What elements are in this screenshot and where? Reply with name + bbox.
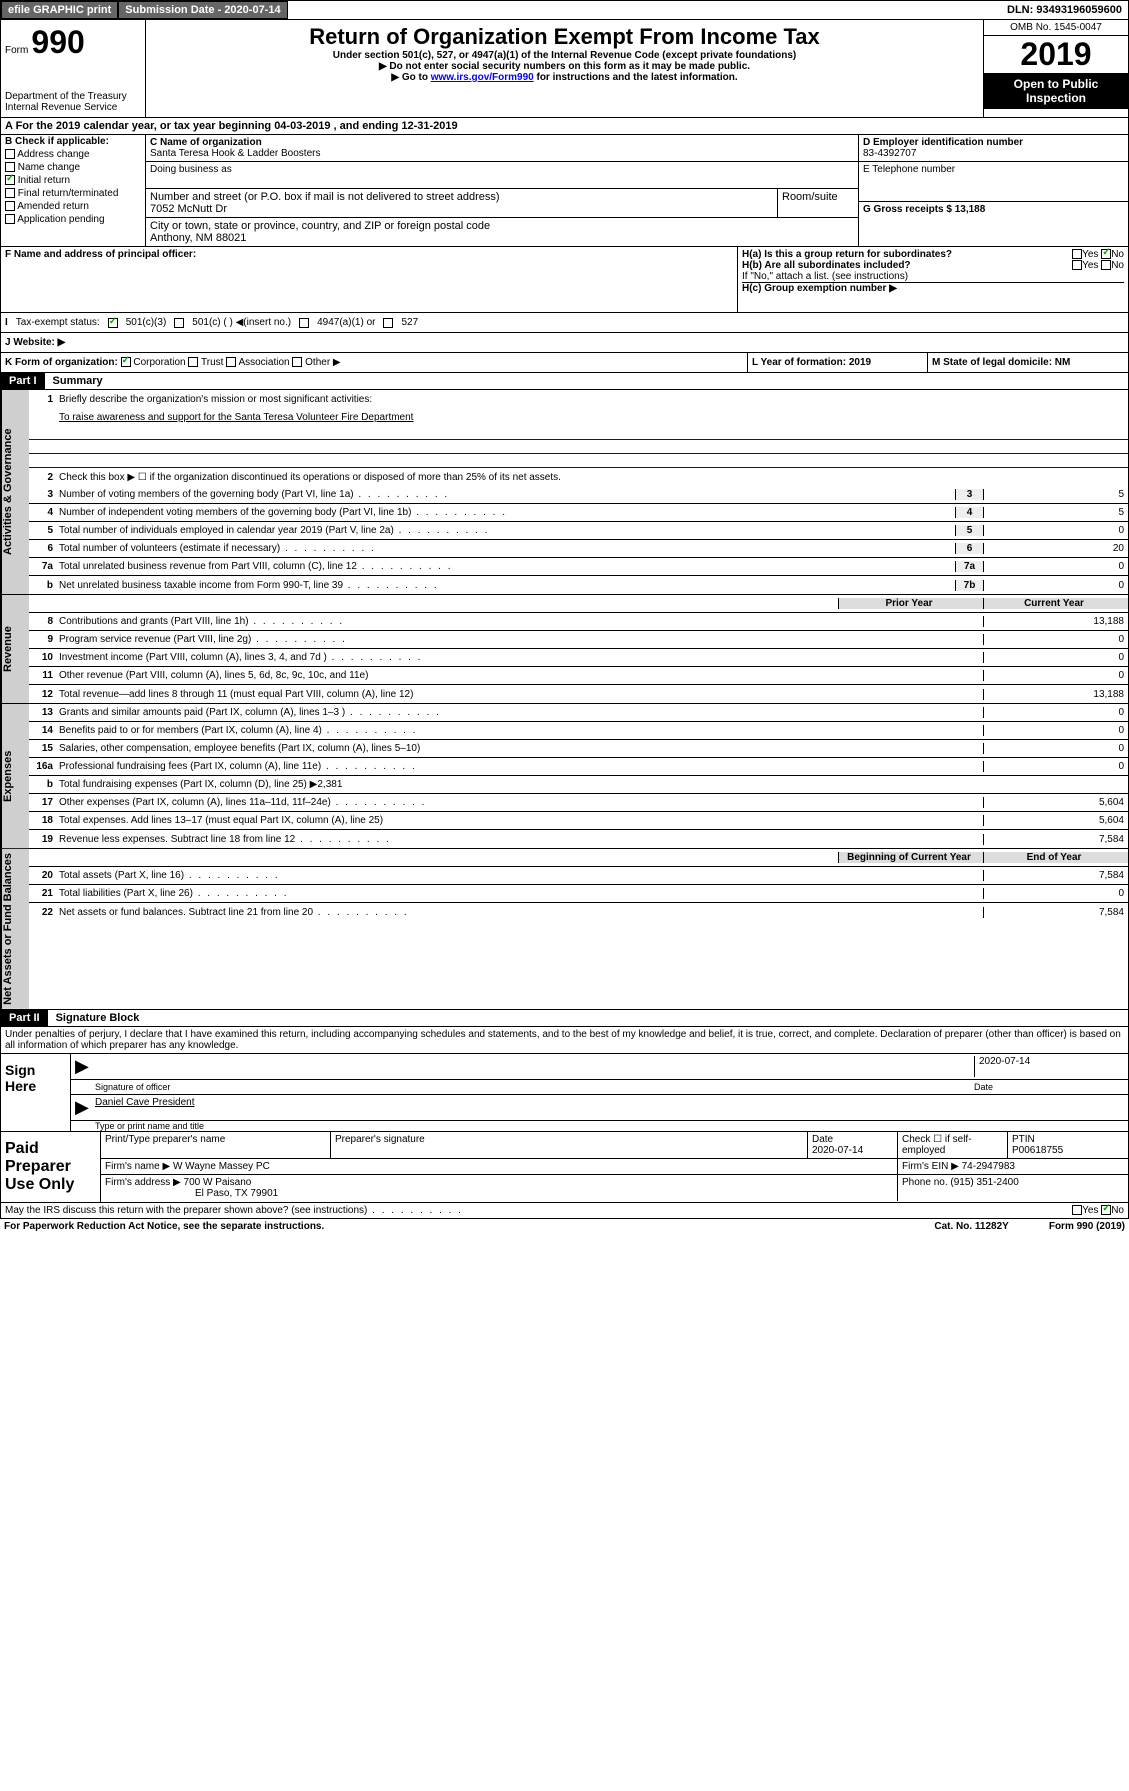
discuss-row: May the IRS discuss this return with the… (0, 1203, 1129, 1219)
chk-ha-yes[interactable] (1072, 249, 1082, 259)
omb-number: OMB No. 1545-0047 (984, 20, 1128, 36)
dept-label: Department of the Treasury Internal Reve… (5, 91, 141, 113)
header-sub2: ▶ Do not enter social security numbers o… (150, 61, 979, 72)
b-label: B Check if applicable: (1, 135, 145, 148)
chk-4947[interactable] (299, 318, 309, 328)
firm-phone: (915) 351-2400 (950, 1177, 1018, 1188)
tax-status-row: I Tax-exempt status: 501(c)(3) 501(c) ( … (0, 313, 1129, 333)
footer: For Paperwork Reduction Act Notice, see … (0, 1219, 1129, 1234)
room-label: Room/suite (778, 189, 858, 217)
year-formation: L Year of formation: 2019 (752, 357, 871, 368)
tel-label: E Telephone number (863, 164, 1124, 175)
street-label: Number and street (or P.O. box if mail i… (150, 191, 773, 203)
chk-app[interactable] (5, 214, 15, 224)
ein-label: D Employer identification number (863, 137, 1124, 148)
ein: 83-4392707 (863, 148, 1124, 159)
sign-here-block: Sign Here ▶2020-07-14 Signature of offic… (0, 1054, 1129, 1132)
chk-501c[interactable] (174, 318, 184, 328)
mission-text: To raise awareness and support for the S… (57, 410, 1128, 425)
c-name-label: C Name of organization (150, 137, 854, 148)
tab-revenue: Revenue (1, 595, 29, 703)
f-label: F Name and address of principal officer: (5, 249, 733, 260)
efile-button[interactable]: efile GRAPHIC print (1, 1, 118, 19)
officer-name: Daniel Cave President (95, 1097, 1124, 1118)
expenses-section: Expenses 13Grants and similar amounts pa… (0, 704, 1129, 849)
city: Anthony, NM 88021 (150, 232, 854, 244)
governance-section: Activities & Governance 1Briefly describ… (0, 390, 1129, 595)
revenue-section: Revenue Prior YearCurrent Year 8Contribu… (0, 595, 1129, 704)
form-prefix: Form (5, 45, 28, 56)
chk-trust[interactable] (188, 357, 198, 367)
submission-button[interactable]: Submission Date - 2020-07-14 (118, 1, 287, 19)
state-domicile: M State of legal domicile: NM (932, 357, 1070, 368)
part1-header: Part I Summary (0, 373, 1129, 390)
tax-year: 2019 (984, 36, 1128, 73)
top-bar: efile GRAPHIC print Submission Date - 20… (0, 0, 1129, 20)
h-note: If "No," attach a list. (see instruction… (742, 271, 1124, 282)
chk-hb-yes[interactable] (1072, 260, 1082, 270)
chk-corp[interactable] (121, 357, 131, 367)
period-row: A For the 2019 calendar year, or tax yea… (0, 118, 1129, 135)
chk-ha-no[interactable] (1101, 249, 1111, 259)
chk-final[interactable] (5, 188, 15, 198)
paid-preparer-block: Paid Preparer Use Only Print/Type prepar… (0, 1132, 1129, 1203)
firm-ein: 74-2947983 (962, 1161, 1015, 1172)
org-name: Santa Teresa Hook & Ladder Boosters (150, 148, 854, 159)
ptin: P00618755 (1012, 1145, 1063, 1156)
chk-527[interactable] (383, 318, 393, 328)
dba-label: Doing business as (150, 164, 854, 175)
chk-amended[interactable] (5, 201, 15, 211)
dln-text: DLN: 93493196059600 (1001, 2, 1128, 18)
header-sub3: ▶ Go to www.irs.gov/Form990 for instruct… (150, 72, 979, 83)
entity-grid: B Check if applicable: Address change Na… (0, 135, 1129, 247)
website-row: J Website: ▶ (0, 333, 1129, 353)
tab-netassets: Net Assets or Fund Balances (1, 849, 29, 1009)
netassets-section: Net Assets or Fund Balances Beginning of… (0, 849, 1129, 1010)
open-public-badge: Open to Public Inspection (984, 73, 1128, 109)
chk-501c3[interactable] (108, 318, 118, 328)
chk-initial[interactable] (5, 175, 15, 185)
form-number: 990 (31, 24, 84, 60)
chk-assoc[interactable] (226, 357, 236, 367)
street: 7052 McNutt Dr (150, 203, 773, 215)
form-title: Return of Organization Exempt From Incom… (150, 24, 979, 50)
chk-discuss-no[interactable] (1101, 1205, 1111, 1215)
city-label: City or town, state or province, country… (150, 220, 854, 232)
part2-header: Part II Signature Block (0, 1010, 1129, 1027)
perjury-text: Under penalties of perjury, I declare th… (0, 1027, 1129, 1054)
chk-address[interactable] (5, 149, 15, 159)
irs-link[interactable]: www.irs.gov/Form990 (431, 72, 534, 83)
chk-hb-no[interactable] (1101, 260, 1111, 270)
chk-discuss-yes[interactable] (1072, 1205, 1082, 1215)
fgh-row: F Name and address of principal officer:… (0, 247, 1129, 313)
chk-name[interactable] (5, 162, 15, 172)
klm-row: K Form of organization: Corporation Trus… (0, 353, 1129, 373)
form-header: Form 990 Department of the Treasury Inte… (0, 20, 1129, 118)
tab-governance: Activities & Governance (1, 390, 29, 594)
firm-name: W Wayne Massey PC (173, 1161, 270, 1172)
gross-receipts: G Gross receipts $ 13,188 (859, 202, 1128, 217)
header-sub1: Under section 501(c), 527, or 4947(a)(1)… (150, 50, 979, 61)
tab-expenses: Expenses (1, 704, 29, 848)
hc-label: H(c) Group exemption number ▶ (742, 282, 1124, 294)
chk-other[interactable] (292, 357, 302, 367)
